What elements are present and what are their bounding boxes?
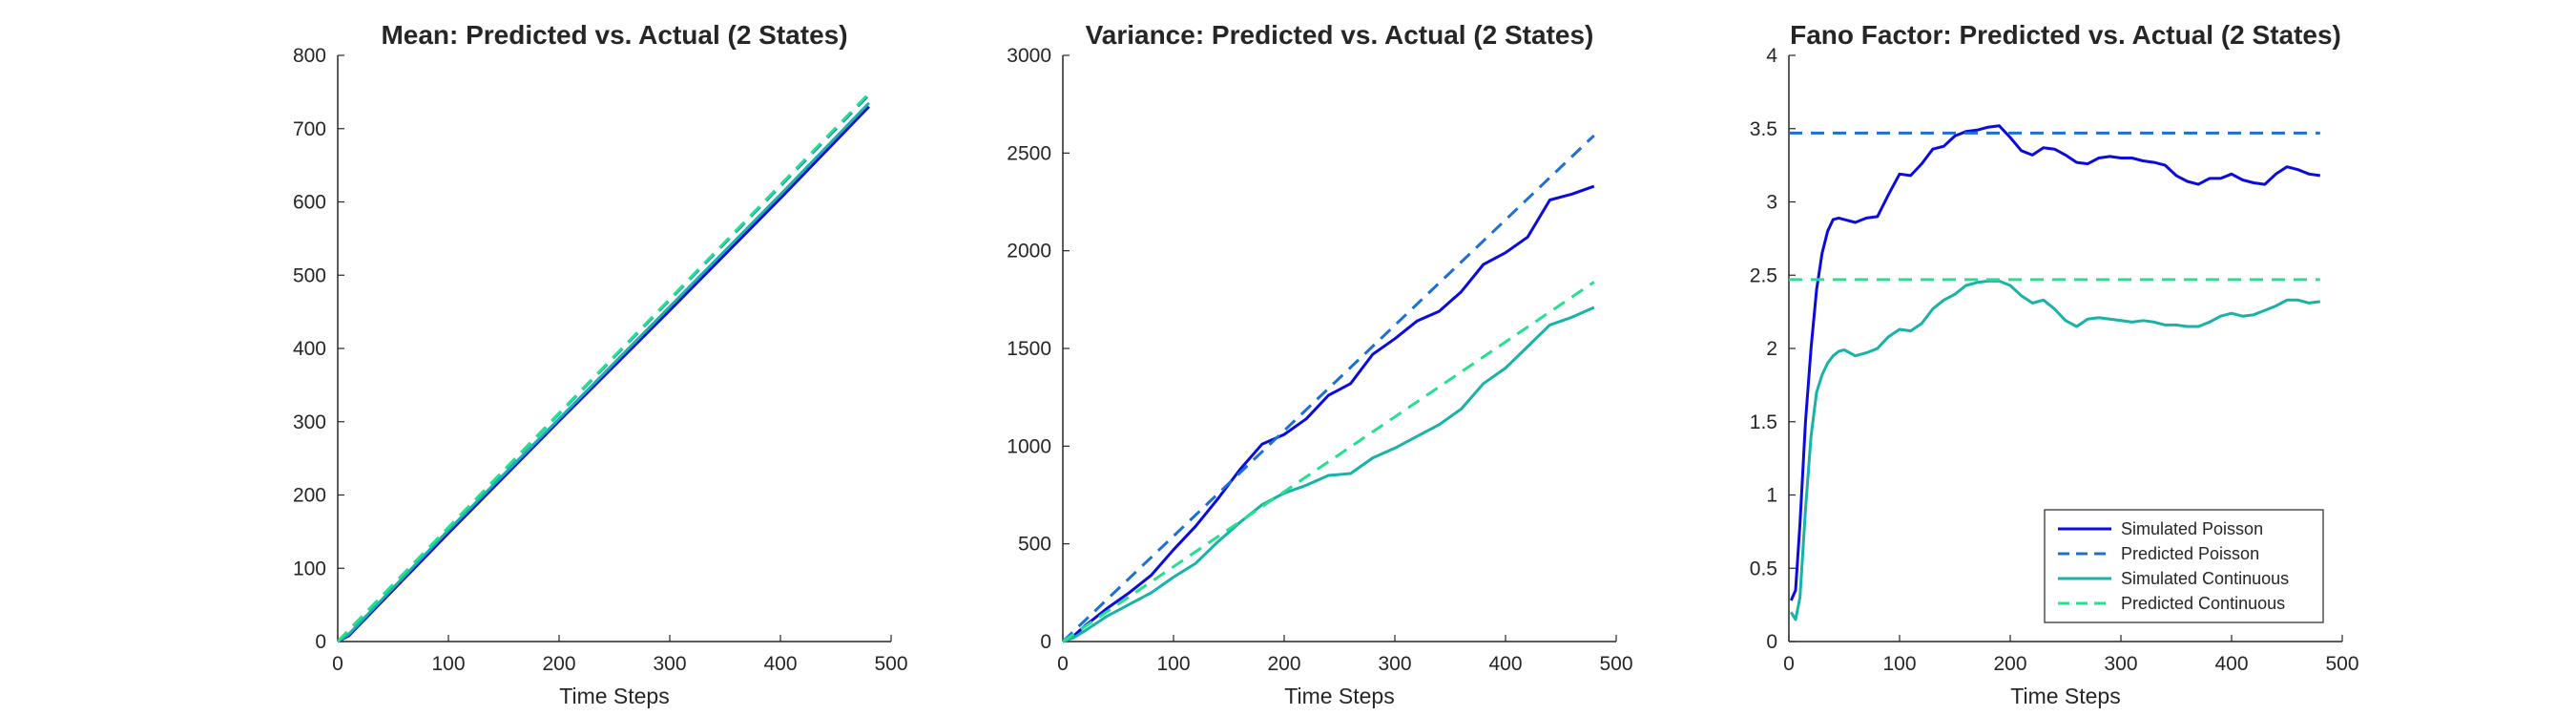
variance-x-tick-label: 0 [1057,653,1069,675]
fano-factor-x-tick-label: 400 [2214,653,2248,675]
mean-y-tick-label: 500 [293,264,326,286]
mean-y-tick-label: 100 [293,558,326,579]
fano-factor-x-tick-label: 0 [1783,653,1795,675]
variance-y-tick-label: 2000 [1007,241,1051,263]
variance-x-tick-label: 100 [1156,653,1190,675]
variance-y-tick-label: 1000 [1007,435,1051,457]
legend-label-predicted-continuous: Predicted Continuous [2121,594,2285,613]
variance-x-tick-label: 500 [1599,653,1632,675]
variance-series-predicted-poisson [1061,134,1595,643]
variance-series-simulated-continuous [1062,305,1595,643]
legend-label-predicted-poisson: Predicted Poisson [2121,544,2259,563]
fano-factor-x-tick-label: 500 [2325,653,2358,675]
mean-chart: Mean: Predicted vs. Actual (2 States) Ti… [293,20,908,708]
mean-x-tick-label: 300 [653,653,686,675]
fano-factor-y-tick-label: 2 [1766,338,1777,360]
fano-factor-legend: Simulated Poisson Predicted Poisson Simula… [2044,509,2324,623]
mean-y-tick-label: 200 [293,485,326,507]
variance-y-tick-label: 0 [1040,631,1051,653]
fano-factor-y-tick-label: 2.5 [1750,264,1777,286]
mean-y-tick-label: 300 [293,411,326,433]
fano-factor-x-tick-label: 300 [2104,653,2137,675]
variance-x-tick-label: 300 [1378,653,1411,675]
mean-x-tick-label: 200 [542,653,575,675]
mean-y-tick-label: 600 [293,192,326,214]
mean-x-tick-label: 0 [332,653,343,675]
fano-factor-y-tick-label: 4 [1766,45,1777,67]
mean-x-tick-label: 500 [874,653,907,675]
variance-series-simulated-poisson [1062,184,1595,643]
fano-factor-chart: Fano Factor: Predicted vs. Actual (2 Sta… [1750,20,2359,708]
variance-chart-x-axis-label: Time Steps [1284,684,1394,708]
variance-x-tick-label: 400 [1488,653,1522,675]
mean-x-tick-label: 100 [431,653,465,675]
variance-y-tick-label: 3000 [1007,45,1051,67]
fano-factor-y-tick-label: 1 [1766,485,1777,507]
mean-series-simulated-continuous [337,101,870,643]
legend-label-simulated-continuous: Simulated Continuous [2121,569,2289,588]
fano-factor-chart-title: Fano Factor: Predicted vs. Actual (2 Sta… [1790,20,2341,50]
fano-factor-chart-x-axis-label: Time Steps [2010,684,2120,708]
fano-factor-x-tick-label: 200 [1993,653,2026,675]
mean-y-tick-label: 400 [293,338,326,360]
mean-y-tick-label: 700 [293,118,326,140]
fano-factor-series-simulated-continuous [1790,279,2320,621]
mean-y-tick-label: 0 [315,631,326,653]
variance-chart-title: Variance: Predicted vs. Actual (2 States… [1086,20,1594,50]
legend-label-simulated-poisson: Simulated Poisson [2121,519,2263,538]
fano-factor-y-tick-label: 3 [1766,192,1777,214]
mean-chart-title: Mean: Predicted vs. Actual (2 States) [381,20,847,50]
fano-factor-series-simulated-poisson [1789,124,2321,601]
mean-chart-x-axis-label: Time Steps [559,684,669,708]
variance-y-tick-label: 2500 [1007,142,1051,164]
variance-series-predicted-continuous [1062,281,1595,643]
variance-y-tick-label: 1500 [1007,338,1051,360]
fano-factor-y-tick-label: 1.5 [1750,411,1777,433]
mean-series-predicted-continuous [336,92,870,643]
fano-factor-y-tick-label: 0.5 [1750,558,1777,579]
mean-y-tick-label: 800 [293,45,326,67]
mean-x-tick-label: 400 [763,653,797,675]
variance-y-tick-label: 500 [1018,534,1051,556]
variance-chart: Variance: Predicted vs. Actual (2 States… [1007,20,1632,708]
variance-x-tick-label: 200 [1267,653,1300,675]
fano-factor-y-tick-label: 0 [1766,631,1777,653]
fano-factor-y-tick-label: 3.5 [1750,118,1777,140]
fano-factor-x-tick-label: 100 [1882,653,1916,675]
